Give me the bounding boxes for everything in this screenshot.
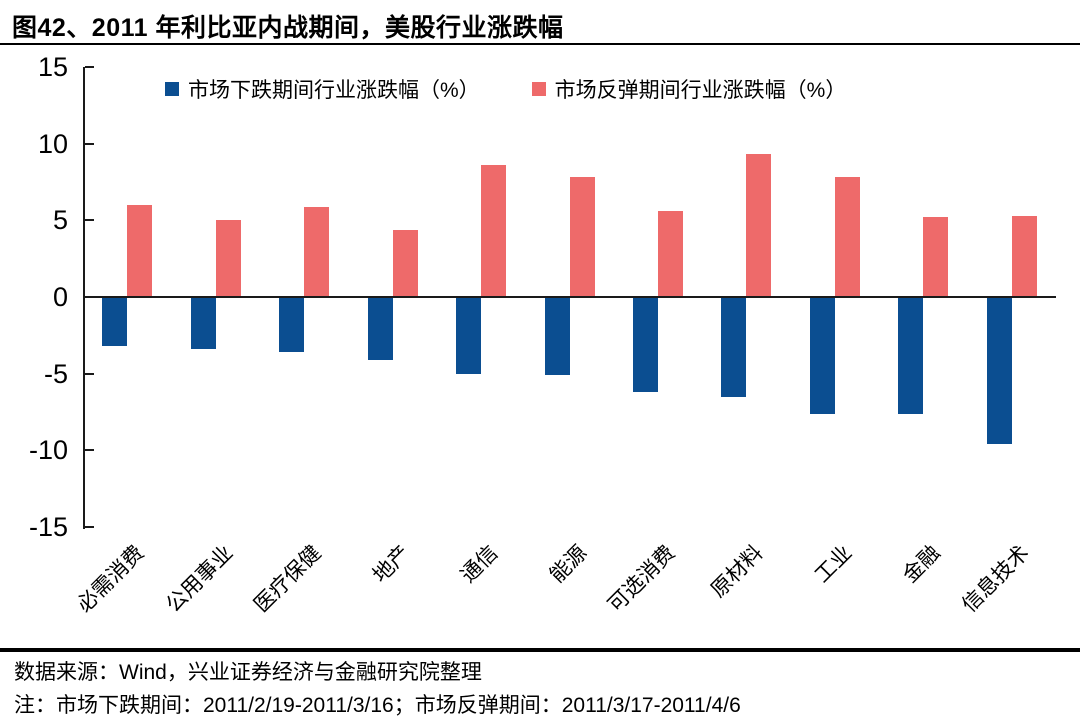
y-tick-mark [85, 142, 94, 145]
bar-decline-6 [632, 297, 658, 393]
y-tick-label: 5 [52, 205, 68, 236]
y-tick-mark [85, 372, 94, 375]
x-tick-label: 可选消费 [603, 541, 680, 617]
data-source-note: 数据来源：Wind，兴业证券经济与金融研究院整理 [14, 661, 482, 684]
y-tick-mark [85, 449, 94, 452]
bar-decline-1 [190, 297, 216, 350]
y-tick-mark [85, 66, 94, 68]
figure-title: 图42、2011 年利比亚内战期间，美股行业涨跌幅 [12, 14, 564, 42]
legend-swatch-decline [165, 82, 179, 96]
zero-axis-line [83, 296, 1056, 298]
bar-rebound-3 [392, 229, 418, 297]
bar-rebound-10 [1011, 215, 1037, 297]
bar-rebound-5 [569, 177, 595, 297]
bar-decline-9 [898, 297, 924, 414]
x-tick-label: 原材料 [707, 541, 768, 603]
bar-rebound-4 [481, 165, 507, 297]
bar-decline-0 [102, 297, 128, 347]
bar-decline-8 [809, 297, 835, 414]
bar-decline-4 [456, 297, 482, 374]
x-tick-label: 地产 [368, 541, 415, 588]
legend-swatch-rebound [531, 82, 546, 96]
bar-decline-5 [544, 297, 570, 376]
bar-rebound-0 [127, 205, 153, 297]
bar-decline-2 [279, 297, 305, 353]
x-tick-label: 能源 [545, 541, 592, 588]
x-tick-label: 通信 [456, 541, 503, 588]
legend-item-rebound: 市场反弹期间行业涨跌幅（%） [531, 74, 847, 104]
legend-item-decline: 市场下跌期间行业涨跌幅（%） [165, 74, 480, 104]
title-divider [0, 43, 1080, 45]
x-tick-label: 信息技术 [957, 541, 1034, 617]
bar-rebound-8 [834, 177, 860, 297]
bar-decline-10 [986, 297, 1012, 445]
x-tick-label: 医疗保健 [250, 541, 326, 617]
x-tick-label: 金融 [898, 541, 945, 588]
bar-decline-3 [367, 297, 393, 360]
bar-rebound-2 [304, 206, 330, 297]
bar-rebound-7 [746, 154, 772, 297]
legend-label-decline: 市场下跌期间行业涨跌幅（%） [188, 79, 480, 102]
bar-rebound-1 [215, 220, 241, 297]
x-tick-label: 必需消费 [73, 541, 149, 617]
x-tick-label: 工业 [810, 541, 857, 588]
y-tick-label: 10 [37, 128, 68, 159]
y-tick-label: -10 [28, 435, 68, 466]
footer-divider [0, 648, 1080, 652]
bar-rebound-9 [923, 217, 949, 297]
bar-decline-7 [721, 297, 747, 397]
legend-label-rebound: 市场反弹期间行业涨跌幅（%） [554, 79, 847, 102]
y-tick-label: -15 [28, 512, 68, 542]
y-tick-mark [85, 296, 94, 298]
y-tick-label: -5 [43, 358, 68, 389]
y-tick-mark [85, 526, 94, 528]
y-tick-label: 15 [37, 52, 68, 82]
y-tick-mark [85, 219, 94, 222]
y-tick-label: 0 [52, 282, 68, 312]
y-axis-line [83, 67, 85, 529]
x-tick-label: 公用事业 [161, 541, 238, 617]
bar-rebound-6 [657, 211, 683, 297]
period-note: 注：市场下跌期间：2011/2/19-2011/3/16；市场反弹期间：2011… [14, 694, 741, 717]
chart-legend: 市场下跌期间行业涨跌幅（%） 市场反弹期间行业涨跌幅（%） [165, 74, 846, 104]
